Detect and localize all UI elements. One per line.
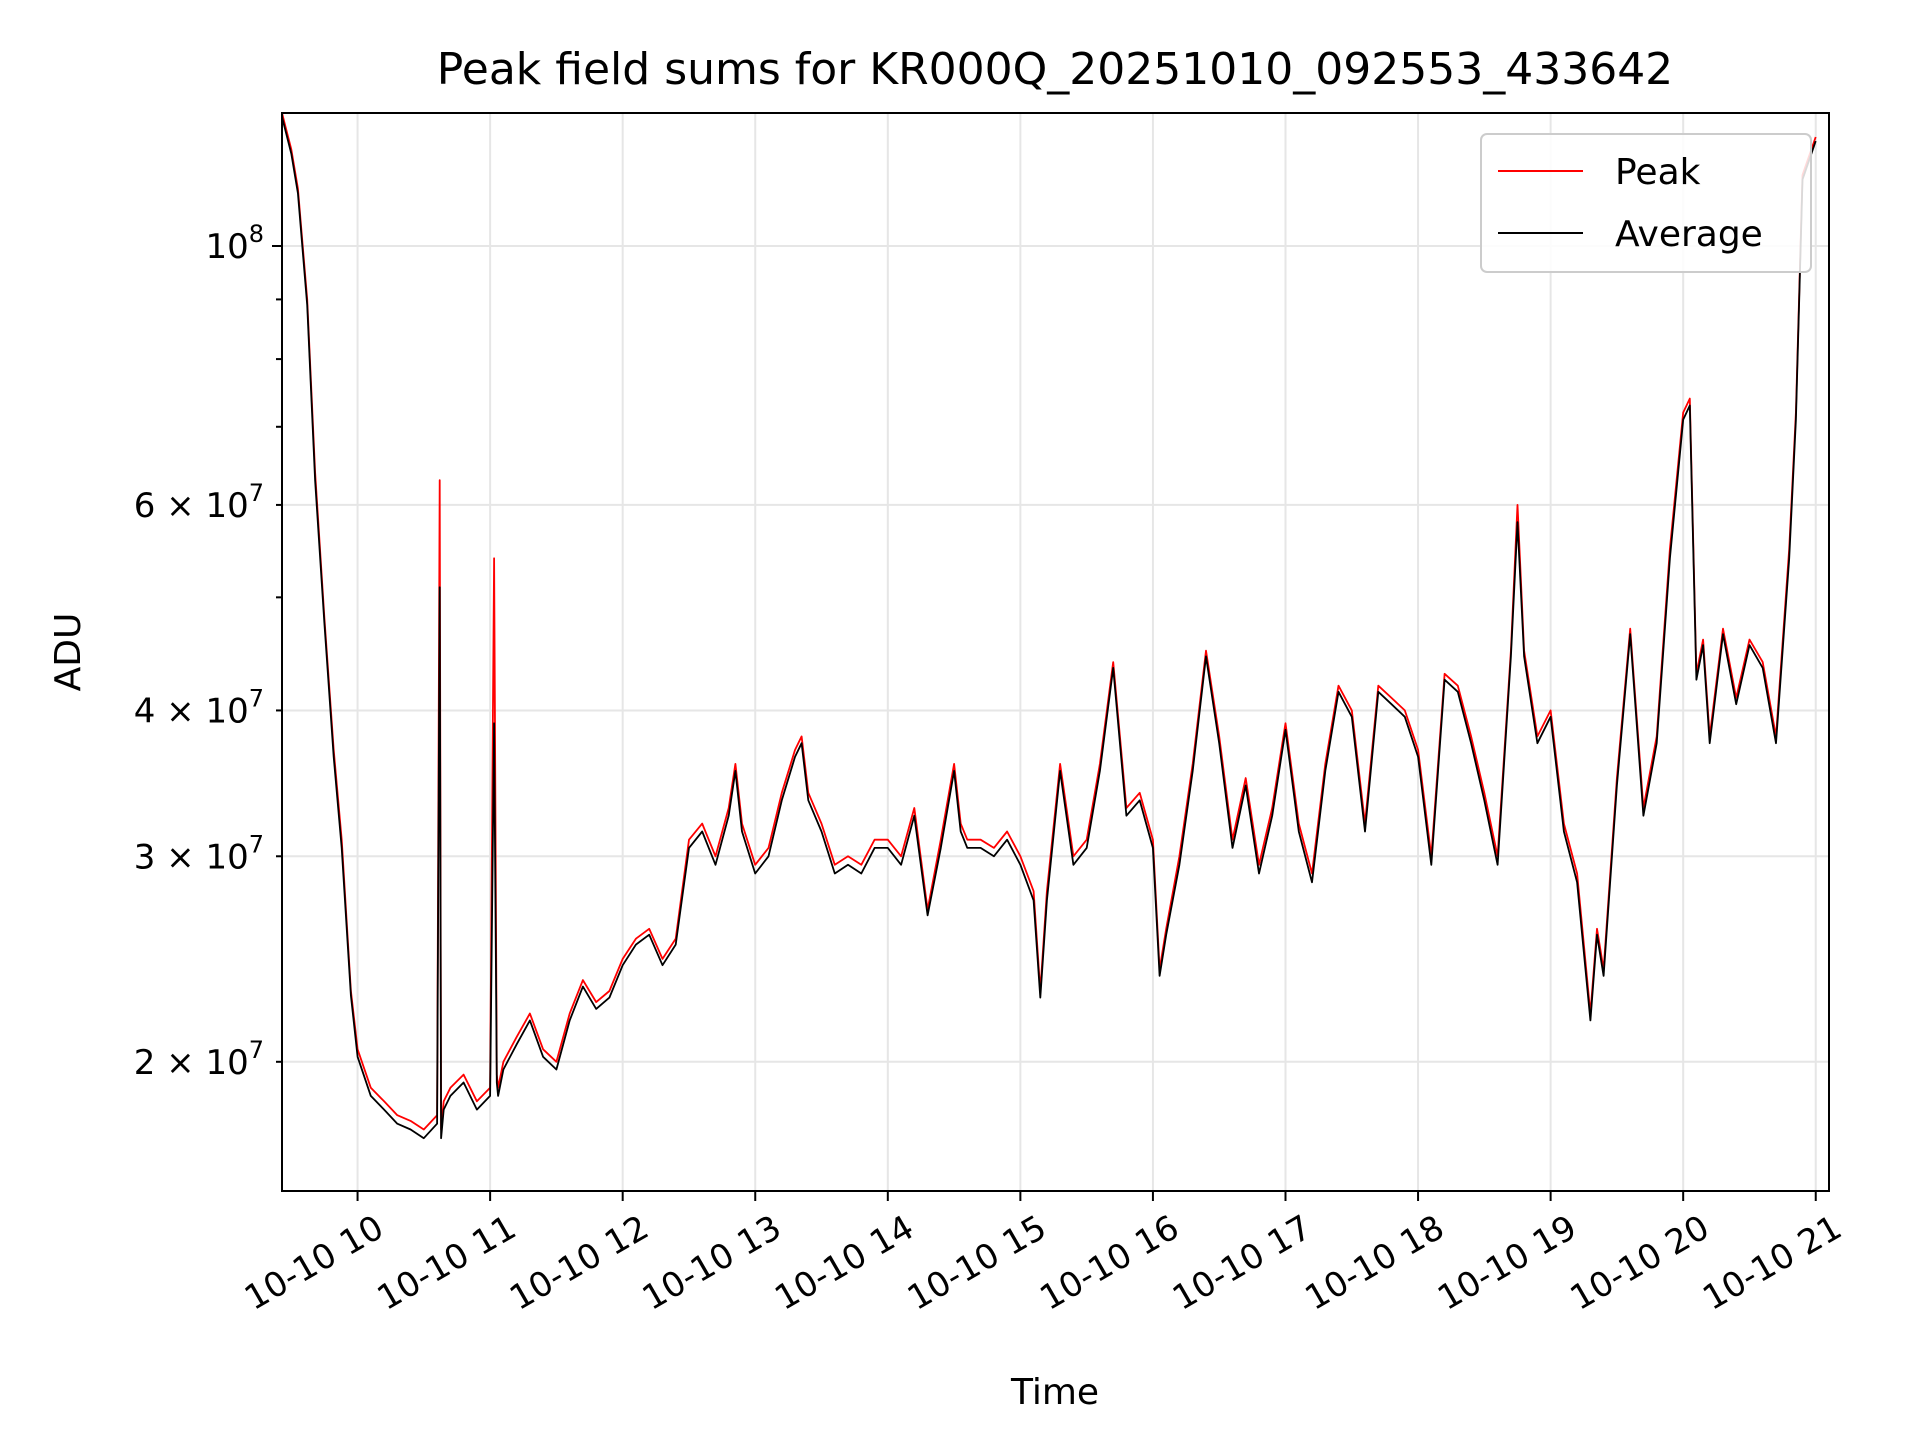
legend-label-peak: Peak bbox=[1615, 152, 1701, 193]
plot-frame bbox=[281, 112, 1830, 1192]
legend-box bbox=[1480, 133, 1812, 273]
chart-title: Peak field sums for KR000Q_20251010_0925… bbox=[437, 44, 1673, 95]
y-tick-label: 2 × 107 bbox=[134, 1036, 264, 1083]
y-axis-label: ADU bbox=[48, 613, 89, 692]
legend-label-average: Average bbox=[1615, 214, 1763, 255]
y-tick-label: 3 × 107 bbox=[134, 830, 264, 877]
y-tick-label: 108 bbox=[205, 220, 264, 267]
y-tick-label: 6 × 107 bbox=[134, 479, 264, 526]
series-line-peak bbox=[281, 112, 1817, 1131]
y-axis-ticks: 108 2 × 107 3 × 107 4 × 107 6 × 107 bbox=[134, 220, 282, 1083]
y-tick-label: 4 × 107 bbox=[134, 684, 264, 731]
series-line-average bbox=[281, 116, 1817, 1140]
x-axis-label: Time bbox=[1010, 1372, 1099, 1413]
plot-series bbox=[281, 112, 1817, 1140]
legend: Peak Average bbox=[1480, 133, 1812, 273]
grid bbox=[282, 113, 1829, 1191]
